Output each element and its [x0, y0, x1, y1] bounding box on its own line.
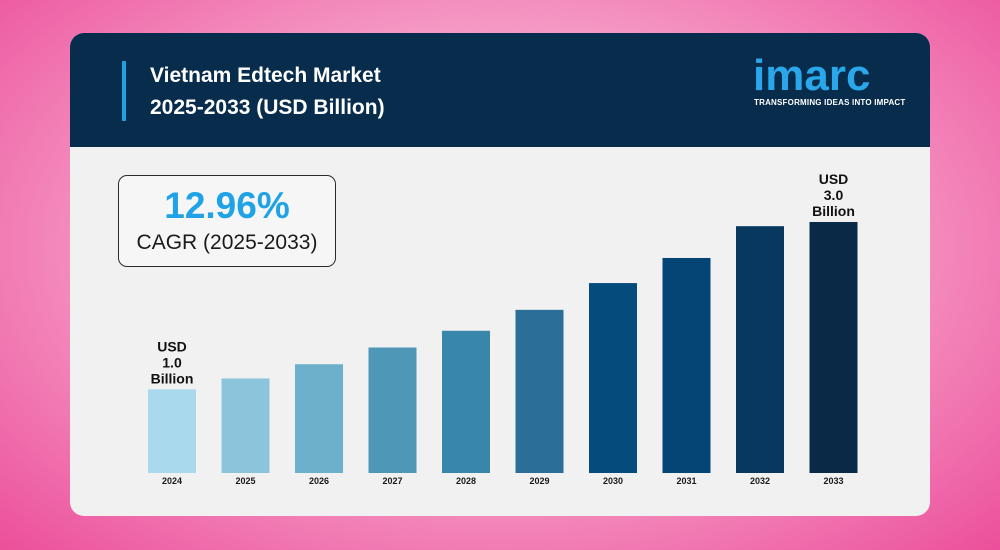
x-tick-label: 2029 — [529, 476, 549, 486]
bar-2033 — [809, 222, 858, 473]
cagr-box: 12.96% CAGR (2025-2033) — [118, 175, 336, 267]
x-tick-label: 2024 — [162, 476, 182, 486]
bar-2026 — [295, 364, 343, 473]
data-label-2024: Billion — [151, 370, 194, 386]
bar-2029 — [515, 309, 564, 473]
imarc-logo: imarc — [753, 51, 871, 100]
cagr-label: CAGR (2025-2033) — [136, 231, 318, 254]
bar-2027 — [368, 347, 417, 473]
bar-2028 — [442, 330, 490, 473]
x-tick-label: 2025 — [235, 476, 255, 486]
header-banner: Vietnam Edtech Market 2025-2033 (USD Bil… — [70, 33, 930, 147]
title-accent-bar — [122, 61, 126, 121]
cagr-value: 12.96% — [164, 185, 290, 226]
chart-title-line1: Vietnam Edtech Market — [150, 64, 381, 87]
x-tick-label: 2030 — [603, 476, 623, 486]
data-label-2033: Billion — [812, 203, 855, 219]
bar-2030 — [589, 283, 637, 473]
chart-title-line2: 2025-2033 (USD Billion) — [150, 96, 385, 119]
x-tick-label: 2031 — [676, 476, 696, 486]
data-label-2024: USD — [157, 338, 187, 354]
bar-chart: 2024 2025 2026 2027 2028 2029 2030 2031 2032 2033… — [148, 171, 858, 486]
bar-2032 — [736, 226, 784, 473]
data-label-2033: USD — [819, 171, 849, 187]
data-label-2033: 3.0 — [824, 187, 844, 203]
bar-2024 — [148, 389, 196, 473]
x-tick-label: 2026 — [309, 476, 329, 486]
chart-card: Vietnam Edtech Market 2025-2033 (USD Bil… — [70, 33, 930, 516]
x-tick-label: 2033 — [823, 476, 843, 486]
x-tick-label: 2032 — [750, 476, 770, 486]
bar-2031 — [662, 257, 711, 473]
logo-tagline: TRANSFORMING IDEAS INTO IMPACT — [754, 98, 906, 107]
data-label-2024: 1.0 — [162, 354, 182, 370]
x-tick-label: 2028 — [456, 476, 476, 486]
bar-2025 — [221, 378, 270, 473]
x-tick-label: 2027 — [382, 476, 402, 486]
